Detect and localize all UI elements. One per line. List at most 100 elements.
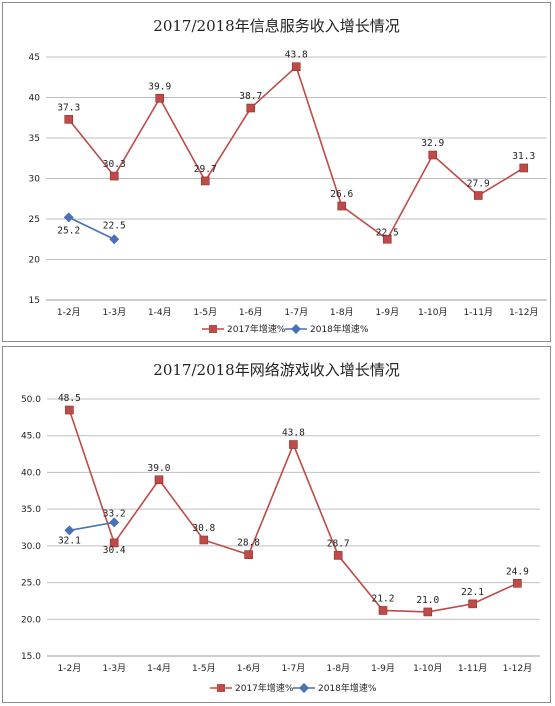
data-label: 39.0 bbox=[148, 463, 171, 474]
x-tick-label: 1-12月 bbox=[503, 663, 532, 674]
x-tick-label: 1-4月 bbox=[148, 307, 172, 318]
data-label: 43.8 bbox=[282, 428, 305, 439]
series-point bbox=[109, 234, 120, 245]
online-games-chart: 2017/2018年网络游戏收入增长情况 15.0 20.0 25.0 30.0 35.0… bbox=[21, 361, 540, 694]
data-label: 39.9 bbox=[148, 81, 171, 92]
chart-title: 2017/2018年网络游戏收入增长情况 bbox=[153, 361, 399, 379]
x-tick-label: 1-3月 bbox=[102, 307, 126, 318]
y-tick-label: 40 bbox=[29, 94, 41, 104]
x-tick-label: 1-6月 bbox=[237, 663, 261, 674]
series-point bbox=[428, 150, 438, 160]
y-tick-label: 15.0 bbox=[21, 652, 41, 662]
y-tick-label: 20.0 bbox=[21, 615, 41, 625]
series-point bbox=[64, 525, 75, 536]
x-tick-label: 1-8月 bbox=[330, 307, 354, 318]
y-tick-label: 50.0 bbox=[21, 395, 41, 405]
legend-marker bbox=[217, 684, 225, 692]
x-tick-label: 1-5月 bbox=[192, 663, 216, 674]
y-tick-label: 15 bbox=[29, 296, 40, 306]
legend-label: 2017年增速% bbox=[227, 323, 286, 335]
data-label: 21.2 bbox=[372, 593, 395, 604]
data-label: 26.6 bbox=[330, 189, 353, 200]
series-line bbox=[69, 521, 115, 532]
series-point bbox=[378, 606, 388, 615]
data-label: 30.4 bbox=[103, 545, 126, 556]
chart-panel-info-services: 2017/2018年信息服务收入增长情况 15 20 25 30 35 40 45 1-2月 1-… bbox=[2, 2, 551, 342]
data-label: 24.9 bbox=[506, 566, 529, 577]
series-point bbox=[109, 538, 119, 548]
data-label: 30.3 bbox=[103, 159, 126, 170]
data-label: 22.5 bbox=[376, 227, 399, 238]
x-tick-label: 1-5月 bbox=[193, 307, 217, 318]
data-label: 21.0 bbox=[416, 595, 439, 606]
series-point bbox=[513, 579, 522, 588]
data-label: 32.1 bbox=[58, 535, 81, 546]
series-point bbox=[519, 163, 529, 173]
y-tick-label: 35.0 bbox=[21, 505, 41, 515]
series-point bbox=[109, 171, 119, 181]
x-tick-label: 1-2月 bbox=[58, 663, 82, 674]
x-tick-label: 1-11月 bbox=[458, 663, 487, 674]
series-point bbox=[337, 201, 347, 211]
series-point bbox=[333, 551, 343, 560]
series-line bbox=[68, 65, 525, 241]
data-label: 28.8 bbox=[237, 538, 260, 549]
y-tick-label: 20 bbox=[29, 256, 41, 266]
x-tick-label: 1-9月 bbox=[371, 663, 395, 674]
data-label: 29.7 bbox=[194, 164, 217, 175]
data-label: 32.9 bbox=[421, 138, 444, 149]
data-label: 25.2 bbox=[57, 225, 80, 236]
x-tick-label: 1-10月 bbox=[413, 663, 442, 674]
y-tick-label: 25 bbox=[29, 215, 40, 225]
legend-marker bbox=[291, 324, 301, 334]
x-tick-label: 1-8月 bbox=[326, 663, 350, 674]
series-point bbox=[246, 103, 256, 113]
x-tick-label: 1-3月 bbox=[102, 663, 126, 674]
data-label: 27.9 bbox=[467, 179, 490, 190]
y-tick-label: 30.0 bbox=[21, 542, 41, 552]
x-tick-label: 1-2月 bbox=[57, 307, 81, 318]
legend-label: 2017年增速% bbox=[235, 682, 294, 694]
data-label: 37.3 bbox=[57, 102, 80, 113]
legend-marker bbox=[209, 325, 217, 333]
legend-marker bbox=[299, 683, 309, 693]
x-tick-label: 1-7月 bbox=[284, 307, 308, 318]
series-line bbox=[68, 216, 115, 240]
y-tick-label: 30 bbox=[29, 175, 41, 185]
data-label: 30.8 bbox=[192, 523, 215, 534]
data-label: 33.2 bbox=[103, 508, 126, 519]
series-point bbox=[155, 94, 165, 103]
chart-panel-online-games: 2017/2018年网络游戏收入增长情况 15.0 20.0 25.0 30.0 35.0… bbox=[2, 346, 551, 703]
x-tick-label: 1-4月 bbox=[147, 663, 171, 674]
x-tick-label: 1-6月 bbox=[239, 307, 263, 318]
x-tick-label: 1-11月 bbox=[464, 307, 493, 318]
series-point bbox=[63, 212, 74, 223]
series-point bbox=[199, 535, 209, 545]
legend-label: 2018年增速% bbox=[310, 323, 369, 335]
x-tick-label: 1-10月 bbox=[418, 307, 447, 318]
data-label: 48.5 bbox=[58, 393, 81, 404]
x-tick-label: 1-9月 bbox=[375, 307, 399, 318]
legend-label: 2018年增速% bbox=[318, 682, 377, 694]
series-point bbox=[473, 191, 483, 200]
chart-title: 2017/2018年信息服务收入增长情况 bbox=[153, 17, 399, 35]
y-tick-label: 45 bbox=[29, 53, 40, 63]
data-label: 31.3 bbox=[512, 151, 535, 162]
series-point bbox=[382, 234, 392, 244]
series-point bbox=[289, 440, 298, 449]
data-label: 22.1 bbox=[461, 587, 484, 598]
series-point bbox=[109, 517, 120, 528]
series-point bbox=[423, 607, 433, 617]
series-point bbox=[244, 550, 253, 559]
info-services-chart: 2017/2018年信息服务收入增长情况 15 20 25 30 35 40 45 1-2月 1-… bbox=[29, 17, 547, 335]
series-point bbox=[64, 115, 74, 124]
y-tick-label: 40.0 bbox=[21, 468, 41, 478]
y-tick-label: 45.0 bbox=[21, 432, 41, 442]
data-label: 22.5 bbox=[103, 220, 126, 231]
series-point bbox=[200, 176, 210, 186]
y-tick-label: 25.0 bbox=[21, 579, 41, 589]
data-label: 43.8 bbox=[285, 50, 308, 61]
series-point bbox=[154, 475, 164, 485]
data-label: 38.7 bbox=[239, 91, 262, 102]
series-point bbox=[468, 599, 477, 609]
